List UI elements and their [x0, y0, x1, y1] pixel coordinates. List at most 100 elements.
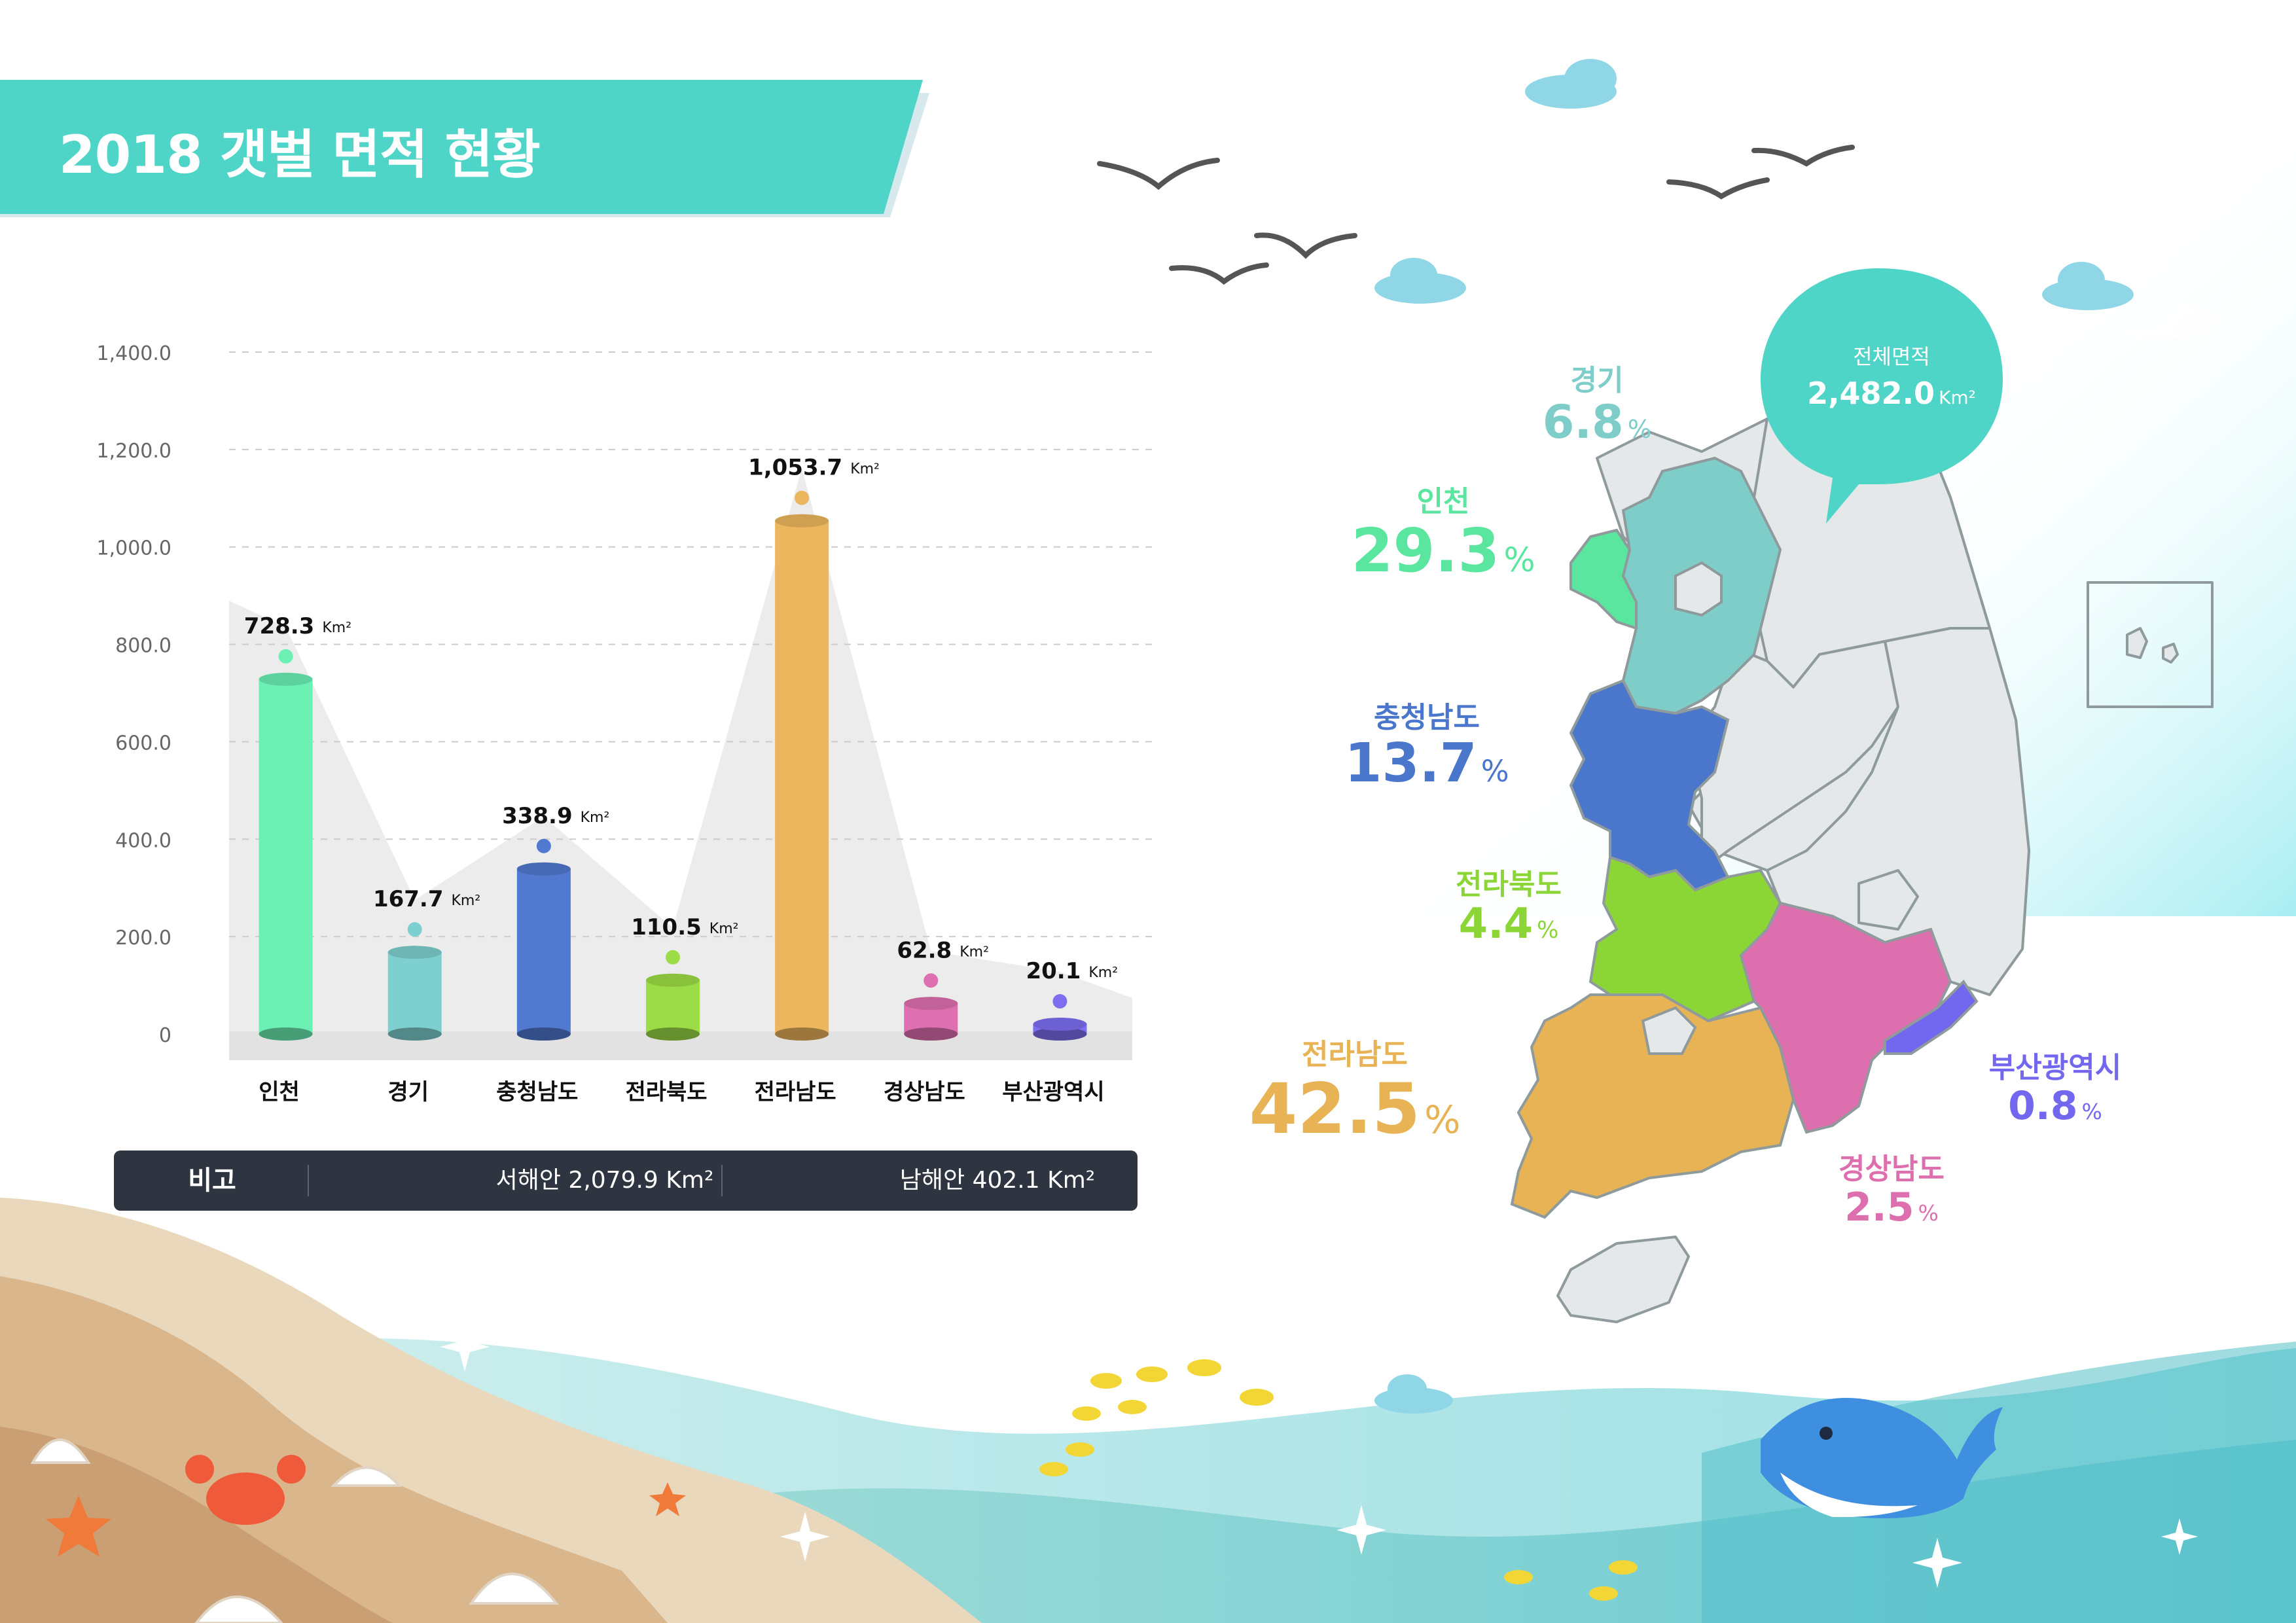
data-label-unit: Km² [709, 921, 739, 937]
region-pct-unit: % [1627, 415, 1652, 444]
bar-top-shade [259, 672, 313, 686]
region-pct: 2.5% [1813, 1187, 1970, 1228]
region-label-busan: 부산광역시 0.8% [1970, 1044, 2140, 1127]
data-label-unit: Km² [581, 810, 610, 826]
y-tick-label: 1,200.0 [96, 440, 171, 463]
x-tick-label: 경상남도 [884, 1079, 965, 1105]
bar-top [387, 946, 442, 959]
whale-icon [1761, 1398, 2003, 1518]
data-label-unit: Km² [322, 620, 351, 636]
region-name: 충청남도 [1374, 701, 1480, 734]
y-tick-label: 600.0 [115, 732, 171, 755]
bar-chart: 0 200.0 400.0 600.0 800.0 1,000.0 1,200.0 1,400… [96, 342, 1152, 1105]
x-tick-label: 충청남도 [496, 1079, 578, 1105]
note-south-coast: 남해안 402.1 Km² [899, 1167, 1096, 1194]
x-tick-label: 전라남도 [755, 1079, 836, 1105]
bar-top-shade [516, 862, 571, 876]
bar-top [259, 672, 313, 686]
bar-base [646, 1027, 700, 1041]
region-pct: 29.3% [1348, 519, 1538, 583]
crab-icon [185, 1455, 306, 1525]
region-pct-value: 6.8 [1542, 395, 1624, 449]
y-tick-label: 800.0 [115, 635, 171, 658]
data-label: 167.7 [373, 886, 444, 912]
bar-base [387, 1027, 442, 1041]
bar [516, 868, 571, 1034]
bar-marker-dot [407, 922, 422, 937]
total-area-unit: Km² [1939, 387, 1976, 408]
bar-top [1033, 1018, 1087, 1031]
region-label-gyeongnam: 경상남도 2.5% [1813, 1145, 1970, 1228]
y-tick-label: 1,400.0 [96, 342, 171, 365]
bar-marker-dot [278, 649, 293, 664]
region-pct-value: 2.5 [1844, 1185, 1914, 1230]
region-name: 전라북도 [1456, 868, 1562, 901]
region-label-gyeonggi: 경기 6.8% [1538, 357, 1656, 447]
y-tick-label: 0 [159, 1024, 171, 1047]
region-pct: 0.8% [1970, 1086, 2140, 1127]
map-jeonnam [1510, 993, 1795, 1219]
map-daegu [1857, 869, 1919, 931]
data-label: 20.1 [1026, 958, 1081, 984]
region-pct-value: 0.8 [2008, 1083, 2078, 1129]
bar-marker-dot [795, 490, 810, 505]
map-inset-box [2087, 581, 2214, 708]
region-pct-unit: % [1480, 754, 1509, 789]
chart-backdrop [229, 468, 1132, 1060]
y-tick-label: 200.0 [115, 927, 171, 950]
region-label-jeonbuk: 전라북도 4.4% [1433, 861, 1584, 946]
note-west-coast: 서해안 2,079.9 Km² [495, 1167, 714, 1194]
region-label-jeonnam: 전라남도 42.5% [1230, 1031, 1479, 1145]
bar-top [516, 862, 571, 876]
map-seoul [1674, 561, 1723, 617]
bar [387, 952, 442, 1034]
x-tick-label: 부산광역시 [1002, 1079, 1104, 1105]
region-label-incheon: 인천 29.3% [1348, 478, 1538, 583]
data-label: 62.8 [897, 937, 952, 963]
bar-base [516, 1027, 571, 1041]
data-label-unit: Km² [1088, 965, 1118, 981]
total-area-number: 2,482.0 [1807, 376, 1935, 411]
region-pct-unit: % [1918, 1200, 1939, 1226]
note-divider [308, 1165, 309, 1196]
seagull-icon [1097, 145, 1855, 285]
total-area-label: 전체면적 2,482.0 Km² [1787, 340, 1996, 411]
x-tick-label: 경기 [387, 1079, 429, 1105]
region-pct-unit: % [1503, 541, 1535, 579]
region-pct: 42.5% [1230, 1073, 1479, 1145]
bar-top-shade [775, 514, 829, 527]
region-pct-unit: % [1424, 1097, 1461, 1142]
region-pct-unit: % [1536, 917, 1559, 944]
cloud-icon [2108, 288, 2212, 338]
bar-base-shade [387, 1027, 442, 1041]
cloud-icon [1374, 59, 2134, 1414]
total-area-bubble [1761, 268, 2003, 524]
bar-base-shade [1033, 1027, 1087, 1041]
bar-base-shade [259, 1027, 313, 1041]
data-label: 1,053.7 [748, 455, 842, 481]
map-gwangju [1641, 1006, 1697, 1055]
note-divider [721, 1165, 723, 1196]
region-pct-value: 4.4 [1458, 900, 1533, 948]
y-tick-label: 400.0 [115, 829, 171, 852]
region-pct-value: 13.7 [1344, 732, 1477, 794]
sand-dune-front [0, 1427, 393, 1623]
x-tick-label: 인천 [259, 1079, 300, 1105]
bar-base [259, 1027, 313, 1041]
bar-top-shade [646, 973, 700, 987]
region-label-chungnam: 충청남도 13.7% [1335, 694, 1518, 792]
data-label: 728.3 [244, 613, 315, 639]
y-tick-label: 1,000.0 [96, 537, 171, 560]
bar-base-shade [904, 1027, 958, 1041]
shell-icon [30, 1438, 560, 1623]
x-tick-label: 전라북도 [625, 1079, 707, 1105]
region-pct-value: 42.5 [1249, 1069, 1421, 1149]
bar [646, 980, 700, 1034]
map-dokdo [2162, 643, 2179, 664]
data-label-unit: Km² [451, 893, 480, 909]
bar-base-shade [775, 1027, 829, 1041]
bar-base [775, 1027, 829, 1041]
sparkle-icon [440, 121, 2198, 1588]
bar [775, 520, 829, 1034]
